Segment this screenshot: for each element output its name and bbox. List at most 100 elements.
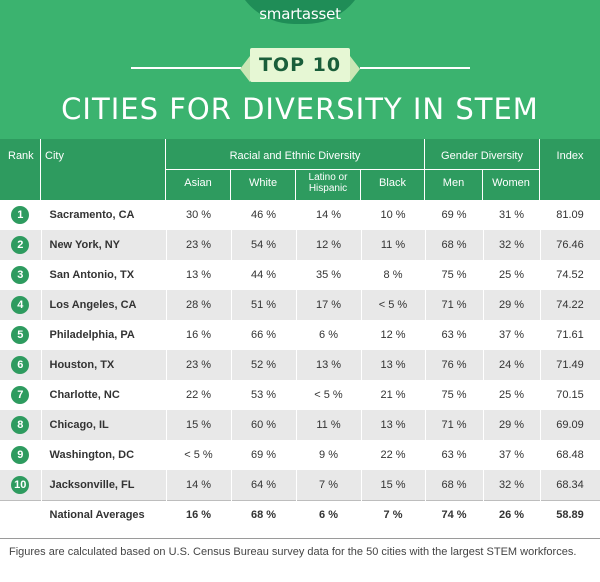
- black-cell: 11 %: [361, 230, 426, 260]
- women-cell: 32 %: [483, 230, 541, 260]
- black-cell: 21 %: [361, 380, 426, 410]
- table-row: 2 New York, NY 23 % 54 % 12 % 11 % 68 % 32 % 76.…: [0, 230, 600, 260]
- women-cell: 37 %: [483, 320, 541, 350]
- black-cell: 12 %: [361, 320, 426, 350]
- rank-badge: 4: [11, 296, 30, 314]
- men-cell: 69 %: [425, 200, 484, 230]
- rank-cell: 4: [0, 290, 42, 320]
- rank-cell: 3: [0, 260, 42, 290]
- rank-badge: 5: [11, 326, 30, 344]
- national-averages-row: National Averages 16 % 68 % 6 % 7 % 74 % 26 % 5…: [0, 499, 600, 530]
- table-header: Rank City Racial and Ethnic Diversity Ge…: [0, 139, 600, 200]
- city-cell: San Antonio, TX: [41, 260, 167, 290]
- latino-header: Latino or Hispanic: [308, 172, 348, 194]
- white-cell: 66 %: [231, 320, 297, 350]
- white-cell: 53 %: [231, 380, 297, 410]
- table-row: 10 Jacksonville, FL 14 % 64 % 7 % 15 % 68 % 32 …: [0, 470, 600, 500]
- rank-cell: 10: [0, 470, 42, 500]
- rank-cell: 7: [0, 380, 42, 410]
- rank-cell: [0, 499, 42, 530]
- asian-cell: 13 %: [166, 260, 232, 290]
- black-cell: 13 %: [361, 410, 426, 440]
- men-cell: 75 %: [425, 260, 484, 290]
- white-cell: 60 %: [231, 410, 297, 440]
- index-cell: 70.15: [540, 380, 600, 410]
- average-men-cell: 74 %: [425, 499, 484, 530]
- city-cell: Philadelphia, PA: [41, 320, 167, 350]
- rank-badge: 3: [11, 266, 30, 284]
- women-cell: 24 %: [483, 350, 541, 380]
- women-cell: 37 %: [483, 440, 541, 470]
- header-group-rule: [165, 169, 539, 170]
- city-cell: Sacramento, CA: [41, 200, 167, 230]
- footnote: Figures are calculated based on U.S. Cen…: [0, 538, 600, 582]
- men-cell: 71 %: [425, 410, 484, 440]
- rank-badge: 1: [11, 206, 30, 224]
- header-divider: [482, 170, 483, 200]
- men-cell: 68 %: [425, 230, 484, 260]
- header-divider: [230, 170, 231, 200]
- white-cell: 51 %: [231, 290, 297, 320]
- asian-cell: < 5 %: [166, 440, 232, 470]
- index-header: Index: [556, 150, 584, 162]
- women-cell: 32 %: [483, 470, 541, 500]
- table-row: 9 Washington, DC < 5 % 69 % 9 % 22 % 63 % 37 % 6…: [0, 440, 600, 470]
- average-white-cell: 68 %: [231, 499, 297, 530]
- city-cell: Charlotte, NC: [41, 380, 167, 410]
- white-cell: 44 %: [231, 260, 297, 290]
- index-cell: 81.09: [540, 200, 600, 230]
- city-cell: New York, NY: [41, 230, 167, 260]
- latino-cell: 12 %: [296, 230, 362, 260]
- average-index-cell: 58.89: [540, 499, 600, 530]
- asian-cell: 23 %: [166, 350, 232, 380]
- banner-rule-right: [360, 67, 470, 69]
- asian-cell: 15 %: [166, 410, 232, 440]
- men-cell: 63 %: [425, 440, 484, 470]
- women-cell: 29 %: [483, 410, 541, 440]
- city-cell: Los Angeles, CA: [41, 290, 167, 320]
- men-header: Men: [442, 177, 465, 189]
- asian-cell: 14 %: [166, 470, 232, 500]
- rank-badge: 10: [11, 475, 30, 494]
- latino-cell: 17 %: [296, 290, 362, 320]
- index-cell: 74.22: [540, 290, 600, 320]
- racial-diversity-header: Racial and Ethnic Diversity: [229, 150, 361, 162]
- index-cell: 68.48: [540, 440, 600, 470]
- black-cell: 8 %: [361, 260, 426, 290]
- rank-cell: 2: [0, 230, 42, 260]
- city-cell: Jacksonville, FL: [41, 470, 167, 500]
- asian-cell: 30 %: [166, 200, 232, 230]
- average-black-cell: 7 %: [361, 499, 426, 530]
- brand-logo: smartasset: [259, 5, 341, 23]
- asian-cell: 16 %: [166, 320, 232, 350]
- header-divider: [40, 139, 41, 200]
- men-cell: 71 %: [425, 290, 484, 320]
- rank-cell: 5: [0, 320, 42, 350]
- index-cell: 76.46: [540, 230, 600, 260]
- women-header: Women: [492, 177, 530, 189]
- men-cell: 76 %: [425, 350, 484, 380]
- latino-cell: 9 %: [296, 440, 362, 470]
- white-cell: 54 %: [231, 230, 297, 260]
- women-cell: 29 %: [483, 290, 541, 320]
- city-cell: Chicago, IL: [41, 410, 167, 440]
- asian-cell: 28 %: [166, 290, 232, 320]
- page-title: CITIES FOR DIVERSITY IN STEM: [61, 92, 539, 126]
- index-cell: 71.61: [540, 320, 600, 350]
- black-cell: 15 %: [361, 470, 426, 500]
- black-cell: 13 %: [361, 350, 426, 380]
- top-ten-banner: TOP 10: [240, 48, 360, 82]
- latino-cell: 13 %: [296, 350, 362, 380]
- city-header: City: [45, 150, 64, 162]
- header: smartasset TOP 10 CITIES FOR DIVERSITY I…: [0, 0, 600, 139]
- latino-cell: 35 %: [296, 260, 362, 290]
- men-cell: 75 %: [425, 380, 484, 410]
- table-row: 1 Sacramento, CA 30 % 46 % 14 % 10 % 69 % 31 % 8…: [0, 200, 600, 230]
- white-cell: 52 %: [231, 350, 297, 380]
- city-cell: Washington, DC: [41, 440, 167, 470]
- rank-header: Rank: [8, 150, 34, 162]
- banner-text: TOP 10: [258, 54, 342, 76]
- average-women-cell: 26 %: [483, 499, 541, 530]
- women-cell: 25 %: [483, 380, 541, 410]
- gender-diversity-header: Gender Diversity: [441, 150, 523, 162]
